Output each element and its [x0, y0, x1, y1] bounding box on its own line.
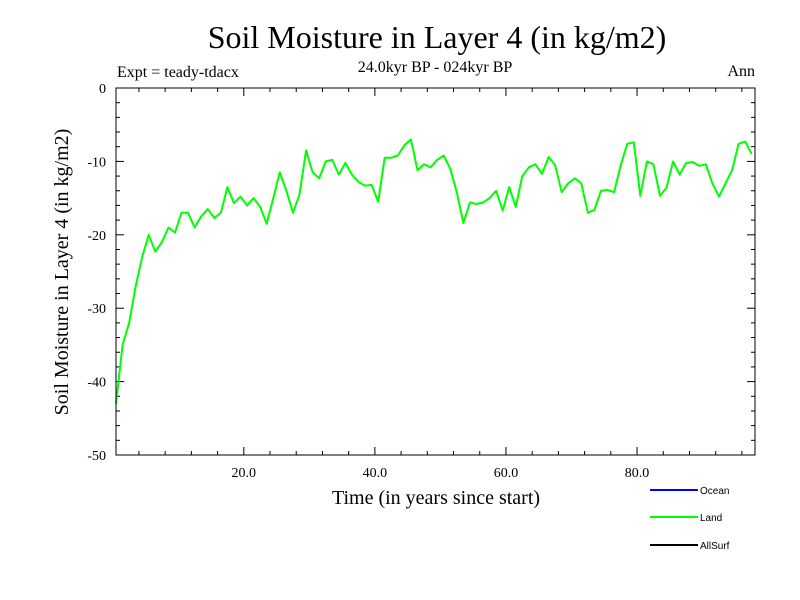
chart-subtitle: 24.0kyr BP - 024kyr BP — [358, 59, 513, 76]
series-layer — [115, 138, 753, 404]
y-tick-label: -10 — [87, 155, 106, 170]
legend: Ocean Land AllSurf — [650, 486, 730, 552]
axis-ticks — [116, 87, 755, 456]
y-tick-label: -50 — [87, 449, 106, 464]
season-label: Ann — [727, 63, 755, 80]
y-tick-label: -20 — [87, 229, 106, 244]
y-axis-label: Soil Moisture in Layer 4 (in kg/m2) — [51, 129, 73, 416]
legend-label-allsurf: AllSurf — [700, 541, 730, 552]
x-axis-label: Time (in years since start) — [332, 487, 540, 509]
series-line-land — [115, 138, 753, 404]
y-tick-label: 0 — [99, 82, 106, 97]
x-tick-label: 20.0 — [232, 466, 257, 481]
y-tick-label: -30 — [87, 302, 106, 317]
axis-tick-labels: 0 -10 -20 -30 -40 -50 20.0 40.0 60.0 80.0 — [87, 82, 649, 481]
x-tick-label: 60.0 — [494, 466, 519, 481]
experiment-label: Expt = teady-tdacx — [117, 64, 239, 81]
chart-title: Soil Moisture in Layer 4 (in kg/m2) — [208, 19, 667, 55]
legend-label-land: Land — [700, 513, 722, 524]
plot-frame — [115, 87, 756, 456]
x-tick-label: 40.0 — [363, 466, 388, 481]
x-tick-label: 80.0 — [625, 466, 650, 481]
y-tick-label: -40 — [87, 376, 106, 391]
legend-label-ocean: Ocean — [700, 486, 729, 497]
